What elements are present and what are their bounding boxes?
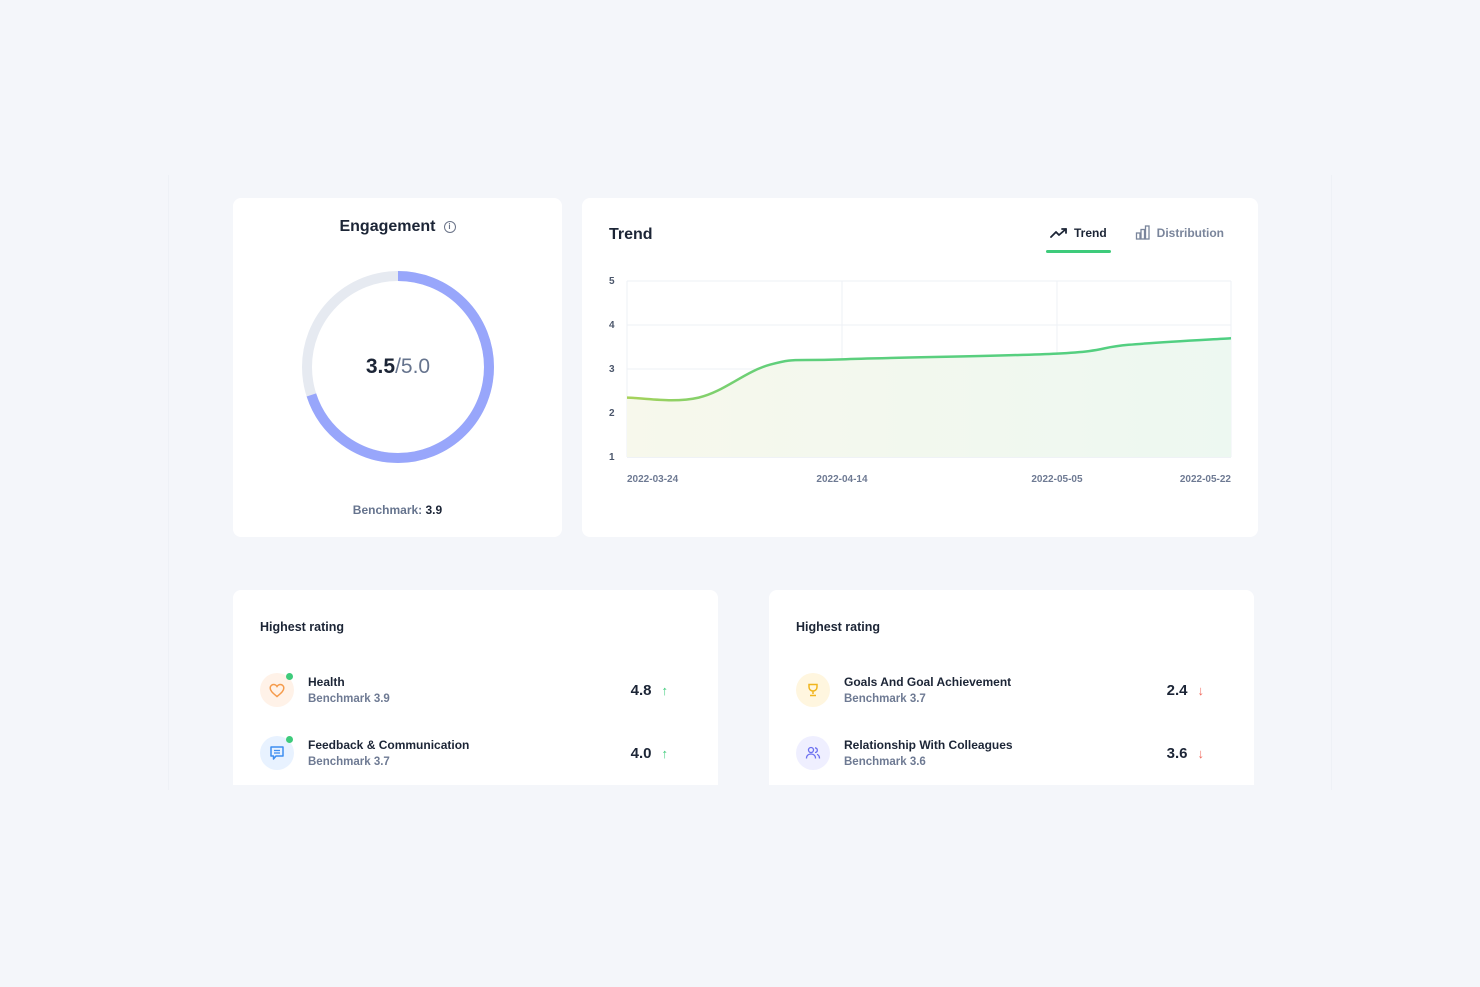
score-max: /5.0 [395,355,431,378]
svg-text:2022-05-22: 2022-05-22 [1180,474,1232,485]
status-dot [286,736,293,743]
rating-benchmark: Benchmark 3.7 [844,693,926,705]
tab-trend[interactable]: Trend [1046,225,1111,253]
icon-badge [796,673,830,707]
svg-text:2022-04-14: 2022-04-14 [816,474,868,485]
score-value: 3.5 [365,355,396,378]
rating-row[interactable]: Feedback & Communication Benchmark 3.7 4… [260,733,668,773]
rating-row[interactable]: Goals And Goal Achievement Benchmark 3.7… [796,670,1204,710]
rating-benchmark: Benchmark 3.7 [308,756,390,768]
svg-text:2: 2 [609,408,615,419]
benchmark-label: Benchmark: [352,503,423,517]
rating-row[interactable]: Health Benchmark 3.9 4.8 ↑ [260,670,668,710]
svg-text:2022-03-24: 2022-03-24 [627,474,679,485]
rating-name: Feedback & Communication [308,738,470,752]
rating-benchmark: Benchmark 3.6 [844,756,926,768]
rating-card-right: Highest rating Goals And Goal Achievemen… [769,590,1254,785]
rating-score: 3.6 [1166,744,1188,762]
svg-text:1: 1 [609,452,615,463]
rating-row[interactable]: Relationship With Colleagues Benchmark 3… [796,733,1204,773]
tab-distribution[interactable]: Distribution [1131,225,1228,250]
status-dot [286,673,293,680]
chart-tabs: Trend Distribution [1046,225,1228,253]
engagement-score: 3.5/5.0 [301,270,495,464]
chart-line [626,336,1232,402]
chart-area [627,338,1231,457]
svg-text:5: 5 [609,276,615,287]
icon-badge [260,673,294,707]
trend-line-icon [1050,227,1067,238]
tab-trend-label: Trend [1074,225,1107,240]
users-icon [805,746,821,759]
arrow-down-icon: ↓ [1197,682,1205,698]
rating-score: 4.8 [630,681,652,699]
icon-badge [796,736,830,770]
rating-title: Highest rating [796,620,881,634]
engagement-header: Engagement i [233,218,562,236]
rating-name: Goals And Goal Achievement [844,675,1012,689]
rating-title: Highest rating [260,620,345,634]
engagement-donut [302,271,494,463]
arrow-up-icon: ↑ [661,682,669,698]
svg-text:3: 3 [609,364,615,375]
y-axis-ticks: 5 4 3 2 1 [609,276,615,463]
content-frame [168,175,1332,790]
arrow-up-icon: ↑ [661,745,669,761]
trend-card: Trend Trend Distribution [582,198,1258,537]
rating-score: 2.4 [1166,681,1188,699]
tab-distribution-label: Distribution [1156,225,1224,240]
benchmark-value: 3.9 [425,503,443,517]
engagement-benchmark: Benchmark: 3.9 [233,503,562,517]
chat-icon [270,746,284,760]
bar-chart-icon [1135,225,1150,240]
svg-text:2022-05-05: 2022-05-05 [1031,474,1083,485]
rating-benchmark: Benchmark 3.9 [308,693,390,705]
trend-title: Trend [609,226,653,243]
rating-card-left: Highest rating Health Benchmark 3.9 4.8 … [233,590,718,785]
rating-name: Health [308,675,345,689]
svg-text:4: 4 [609,320,615,331]
rating-score: 4.0 [630,744,652,762]
x-axis-ticks: 2022-03-24 2022-04-14 2022-05-05 2022-05-22 [627,474,1231,485]
engagement-card: Engagement i 3.5/5.0 Benchmark: 3.9 [233,198,562,537]
trophy-icon [808,683,818,697]
arrow-down-icon: ↓ [1197,745,1205,761]
heart-icon [269,683,285,697]
rating-name: Relationship With Colleagues [844,738,1013,752]
info-icon[interactable]: i [443,221,456,233]
icon-badge [260,736,294,770]
engagement-title: Engagement [339,218,436,235]
